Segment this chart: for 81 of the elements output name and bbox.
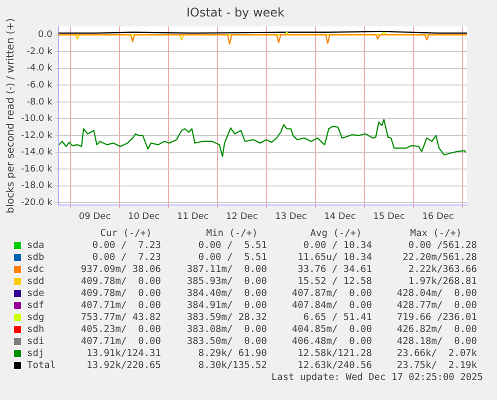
text: 15.52 / 12.58 xyxy=(298,276,372,287)
y-tick-label: -6.0 k xyxy=(26,80,54,91)
text: 8.30k/135.52 xyxy=(198,360,267,371)
legend-label: sde xyxy=(27,288,44,299)
x-tick-label: 14 Dec xyxy=(324,212,356,222)
text: Cur (-/+) xyxy=(99,228,153,239)
text: 1.97k/268.81 xyxy=(408,276,477,287)
text: 405.23m/ 0.00 xyxy=(80,324,161,335)
x-tick-label: 10 Dec xyxy=(128,212,160,222)
text: 384.91m/ 0.00 xyxy=(186,300,267,311)
text: 13.91k/124.31 xyxy=(86,348,161,359)
y-tick-label: -2.0 k xyxy=(26,46,54,57)
y-tick-label: -16.0 k xyxy=(21,164,54,174)
legend-label: Total xyxy=(27,360,56,371)
text: 0.00 / 7.23 xyxy=(92,240,161,251)
text: 383.50m/ 0.00 xyxy=(186,336,267,347)
text: 22.20m/561.28 xyxy=(402,252,477,263)
text: 407.84m/ 0.00 xyxy=(292,300,372,311)
text: Max (-/+) xyxy=(409,228,463,239)
text: 428.77m/ 0.00 xyxy=(396,300,477,311)
text: 407.87m/ 0.00 xyxy=(292,288,372,299)
text: 6.65 / 51.41 xyxy=(303,312,372,323)
text: 0.00 / 7.23 xyxy=(92,252,161,263)
y-tick-label: -12.0 k xyxy=(21,130,54,141)
text: 0.00 /561.28 xyxy=(408,240,477,251)
text: 8.29k/ 61.90 xyxy=(198,348,267,359)
text: 937.09m/ 38.06 xyxy=(80,264,161,275)
text: 409.78m/ 0.00 xyxy=(80,288,161,299)
legend-label: sdf xyxy=(27,300,44,311)
y-tick-label: -8.0 k xyxy=(26,97,54,108)
y-tick-label: 0.0 xyxy=(38,30,53,40)
x-tick-label: 16 Dec xyxy=(422,212,454,222)
text: 407.71m/ 0.00 xyxy=(80,300,161,311)
text: 407.71m/ 0.00 xyxy=(80,336,161,347)
text: Avg (-/+) xyxy=(309,228,363,239)
text: 384.40m/ 0.00 xyxy=(186,288,267,299)
text: 0.00 / 5.51 xyxy=(198,240,267,251)
text: 33.76 / 34.61 xyxy=(298,264,372,275)
legend-label: sdj xyxy=(27,348,44,359)
legend-label: sdg xyxy=(27,312,44,323)
text: 12.63k/240.56 xyxy=(298,360,372,371)
y-axis-title: blocks per second read (-) / written (+) xyxy=(6,18,17,214)
text: 23.66k/ 2.07k xyxy=(396,348,477,359)
y-tick-label: -20.0 k xyxy=(21,198,54,208)
text: Min (-/+) xyxy=(205,228,259,239)
text: 385.93m/ 0.00 xyxy=(186,276,267,287)
text: 404.85m/ 0.00 xyxy=(292,324,372,335)
text: 2.22k/363.66 xyxy=(408,264,477,275)
text: 409.78m/ 0.00 xyxy=(80,276,161,287)
legend-label: sdh xyxy=(27,324,44,335)
x-tick-label: 12 Dec xyxy=(226,212,258,222)
legend-label: sdc xyxy=(27,264,44,275)
text: 23.75k/ 2.19k xyxy=(396,360,477,371)
chart-title: IOstat - by week xyxy=(186,5,285,20)
text: 13.92k/220.65 xyxy=(86,360,161,371)
text: Last update: Wed Dec 17 02:25:00 2025 xyxy=(271,372,483,383)
x-tick-label: 13 Dec xyxy=(275,212,307,222)
legend-label: sdi xyxy=(27,336,44,347)
legend-label: sdd xyxy=(27,276,44,287)
text: 719.66 /236.01 xyxy=(396,312,477,323)
text: 383.08m/ 0.00 xyxy=(186,324,267,335)
text: 753.77m/ 43.82 xyxy=(80,312,161,323)
text: 383.59m/ 28.32 xyxy=(186,312,267,323)
y-tick-label: -14.0 k xyxy=(21,148,54,158)
x-tick-label: 09 Dec xyxy=(78,212,111,222)
legend-label: sdb xyxy=(27,252,44,263)
text: 428.18m/ 0.00 xyxy=(396,336,477,347)
text: 11.65u/ 10.34 xyxy=(298,252,372,263)
y-tick-label: -10.0 k xyxy=(21,114,54,124)
y-tick-label: -18.0 k xyxy=(21,181,54,192)
y-tick-label: -4.0 k xyxy=(26,64,54,74)
text: 426.82m/ 0.00 xyxy=(396,324,477,335)
text: 428.04m/ 0.00 xyxy=(396,288,477,299)
legend-label: sda xyxy=(27,240,44,251)
x-tick-label: 11 Dec xyxy=(177,212,209,222)
x-tick-label: 15 Dec xyxy=(373,212,405,222)
text: 0.00 / 5.51 xyxy=(198,252,267,263)
text: 12.58k/121.28 xyxy=(298,348,372,359)
text: 0.00 / 10.34 xyxy=(303,240,372,251)
text: 387.11m/ 0.00 xyxy=(186,264,267,275)
text: 406.48m/ 0.00 xyxy=(292,336,372,347)
